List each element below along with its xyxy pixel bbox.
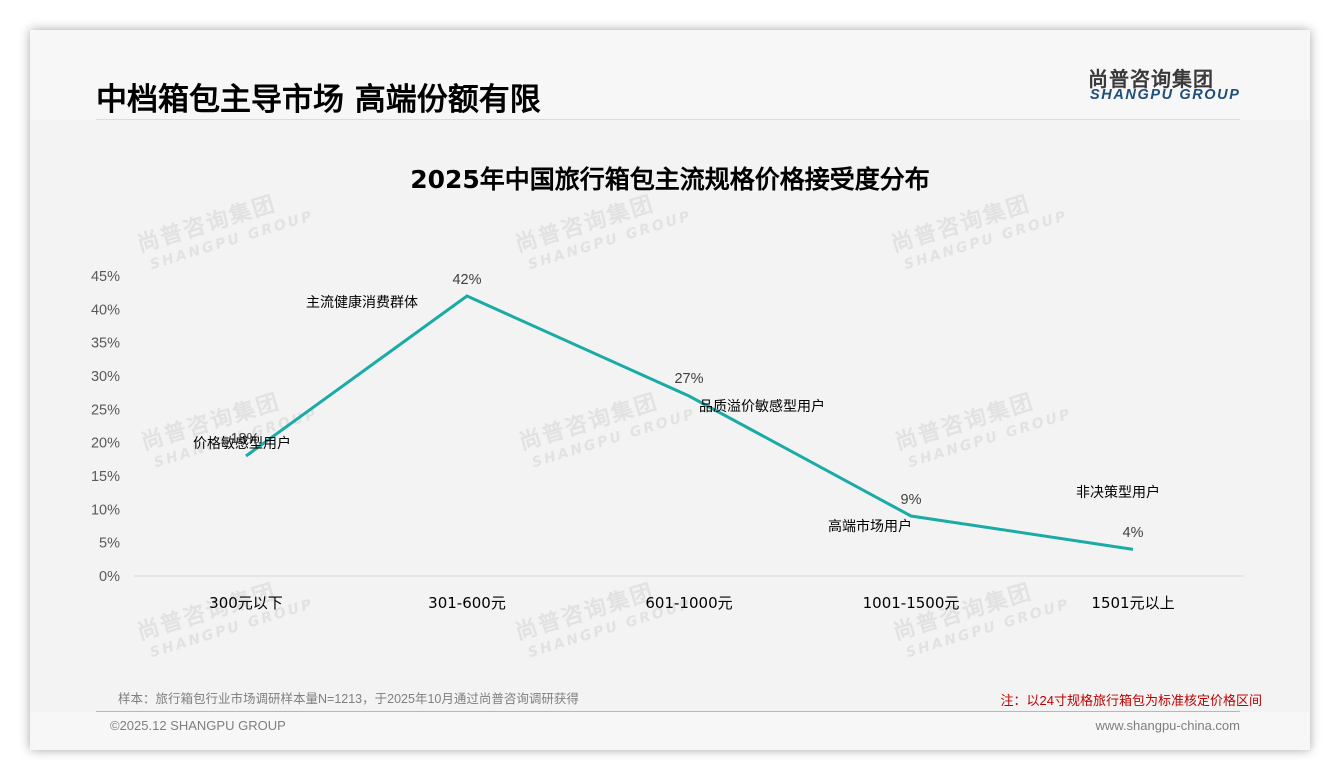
chart-title: 2025年中国旅行箱包主流规格价格接受度分布 xyxy=(410,165,930,194)
data-value-label: 18% xyxy=(230,431,259,447)
segment-annotation: 价格敏感型用户 xyxy=(193,435,291,452)
source-note: 样本：旅行箱包行业市场调研样本量N=1213，于2025年10月通过尚普咨询调研… xyxy=(118,692,579,706)
y-tick-label: 5% xyxy=(99,536,120,552)
y-tick-label: 20% xyxy=(91,436,120,452)
footer-band xyxy=(30,712,1310,750)
data-line xyxy=(245,294,1134,551)
y-tick-label: 45% xyxy=(91,269,120,285)
website-link[interactable]: www.shangpu-china.com xyxy=(1095,718,1240,733)
y-tick-label: 0% xyxy=(99,569,120,585)
y-tick-label: 25% xyxy=(91,402,120,418)
y-tick-label: 40% xyxy=(91,302,120,318)
y-tick-label: 30% xyxy=(91,369,120,385)
segment-annotation: 主流健康消费群体 xyxy=(306,294,418,311)
segment-annotation: 非决策型用户 xyxy=(1076,484,1160,501)
x-category-label: 1501元以上 xyxy=(1091,594,1174,612)
copyright: ©2025.12 SHANGPU GROUP xyxy=(110,718,286,733)
y-tick-label: 35% xyxy=(91,336,120,352)
x-category-label: 1001-1500元 xyxy=(863,594,960,612)
price-note: 注：以24寸规格旅行箱包为标准核定价格区间 xyxy=(1000,693,1262,708)
segment-annotation: 高端市场用户 xyxy=(828,518,912,535)
slide: 中档箱包主导市场 高端份额有限 尚普咨询集团 SHANGPU GROUP 尚普咨… xyxy=(30,30,1310,750)
x-category-label: 301-600元 xyxy=(428,594,506,612)
header-band xyxy=(30,30,1310,120)
header-divider xyxy=(96,119,1240,120)
logo-en: SHANGPU GROUP xyxy=(1090,87,1241,103)
x-category-label: 601-1000元 xyxy=(645,594,732,612)
data-value-label: 9% xyxy=(901,492,922,508)
y-tick-label: 10% xyxy=(91,502,120,518)
page-title: 中档箱包主导市场 高端份额有限 xyxy=(96,82,541,118)
logo-cn: 尚普咨询集团 xyxy=(1088,67,1214,91)
x-category-label: 300元以下 xyxy=(209,594,283,612)
data-value-label: 27% xyxy=(674,371,703,387)
segment-annotation: 品质溢价敏感型用户 xyxy=(699,398,825,415)
y-tick-label: 15% xyxy=(91,469,120,485)
data-value-label: 42% xyxy=(452,272,481,288)
footer-divider xyxy=(96,711,1240,712)
data-value-label: 4% xyxy=(1123,525,1144,541)
